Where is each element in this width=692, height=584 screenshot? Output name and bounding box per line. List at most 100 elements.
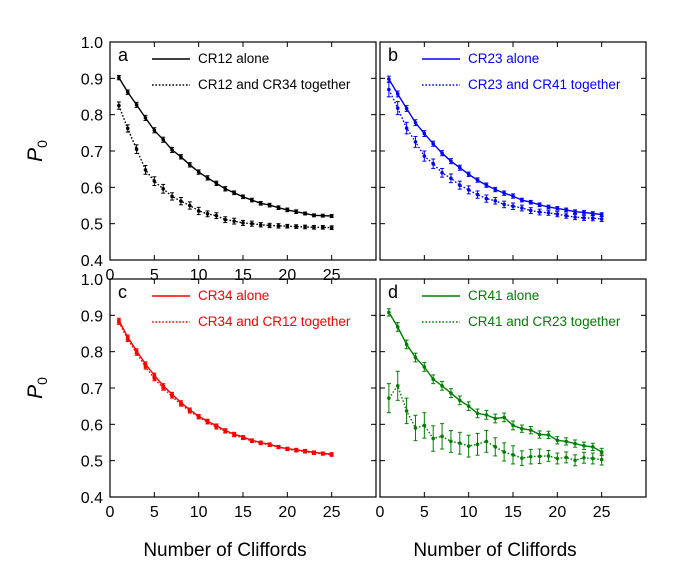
- data-point: [440, 151, 444, 155]
- data-point: [170, 394, 174, 399]
- legend-label: CR34 and CR12 together: [198, 314, 351, 329]
- plot-frame: [109, 41, 377, 261]
- data-point: [449, 439, 453, 444]
- series-together: CR41 and CR23 together: [386, 314, 621, 467]
- data-point: [161, 386, 165, 390]
- data-point: [528, 208, 533, 213]
- data-point: [582, 216, 586, 220]
- data-point: [312, 225, 316, 230]
- data-point: [321, 213, 325, 218]
- data-point: [143, 365, 148, 369]
- data-point: [321, 225, 325, 230]
- y-tick-label: 1.0: [81, 272, 103, 289]
- data-point: [329, 214, 334, 218]
- data-point: [276, 445, 281, 450]
- data-point: [395, 325, 400, 329]
- data-point: [232, 190, 236, 195]
- data-point: [294, 209, 299, 214]
- panel-letter: a: [118, 45, 129, 65]
- data-point: [143, 168, 148, 172]
- data-point: [329, 225, 334, 230]
- x-tick-label: 20: [548, 504, 566, 521]
- fit-line: [388, 312, 603, 453]
- panel-c: 0.4 0.5 0.6 0.7 0.8 0.9 1.0 0 5 10 15 20 25 c CR34 alo…: [81, 272, 377, 521]
- x-tick-label: 5: [420, 504, 429, 521]
- data-point: [285, 447, 290, 451]
- data-point: [404, 106, 409, 111]
- data-point: [395, 384, 400, 388]
- legend-label: CR41 and CR23 together: [468, 314, 621, 329]
- data-point: [214, 213, 219, 218]
- data-point: [125, 337, 130, 342]
- data-point: [161, 137, 165, 142]
- y-tick-label: 0.5: [81, 217, 103, 234]
- x-tick-label: 5: [150, 267, 159, 284]
- data-point: [395, 106, 400, 110]
- data-point: [196, 170, 201, 174]
- x-tick-label: 10: [190, 267, 208, 284]
- data-point: [285, 224, 290, 229]
- data-point: [546, 205, 551, 209]
- data-point: [573, 209, 577, 214]
- y-tick-label: 0.9: [81, 308, 103, 325]
- data-point: [484, 413, 489, 417]
- data-point: [440, 171, 444, 175]
- data-point: [232, 433, 236, 437]
- data-point: [303, 225, 307, 229]
- data-point: [223, 429, 228, 434]
- data-point: [449, 176, 453, 181]
- y-tick-label: 0.4: [81, 490, 103, 507]
- data-point: [422, 365, 427, 369]
- data-point: [241, 436, 245, 440]
- x-axis-title: Number of Cliffords: [413, 540, 576, 561]
- data-point: [152, 128, 157, 133]
- data-point: [196, 209, 201, 213]
- panel-d: 0 5 10 15 20 25 d CR41 alone CR41 and CR23 toget…: [376, 278, 647, 521]
- data-point: [214, 181, 219, 186]
- x-tick-label: 0: [106, 504, 115, 521]
- panel-letter: c: [118, 282, 127, 302]
- data-point: [387, 77, 391, 81]
- data-point: [241, 194, 245, 199]
- data-point: [267, 443, 272, 447]
- data-point: [422, 154, 427, 158]
- x-tick-label: 15: [234, 267, 252, 284]
- fit-line: [388, 78, 602, 216]
- legend-label: CR41 alone: [468, 288, 539, 303]
- data-point: [285, 208, 290, 212]
- data-point: [117, 75, 121, 80]
- data-point: [520, 198, 524, 202]
- data-point: [546, 433, 551, 437]
- data-point: [258, 201, 263, 206]
- data-point: [546, 210, 551, 215]
- data-point: [258, 222, 263, 227]
- panel-letter: d: [388, 282, 398, 302]
- data-point: [179, 199, 183, 203]
- legend-label: CR12 and CR34 together: [198, 77, 351, 92]
- data-point: [466, 188, 471, 192]
- data-point: [387, 310, 391, 315]
- data-point: [152, 179, 157, 183]
- data-point: [404, 126, 409, 130]
- data-point: [546, 454, 551, 458]
- data-point: [404, 342, 409, 347]
- series-alone: CR12 alone: [116, 51, 334, 218]
- plot-frame: [109, 278, 377, 498]
- data-point: [475, 411, 480, 416]
- data-point: [511, 423, 515, 428]
- data-point: [431, 436, 436, 441]
- data-point: [404, 409, 409, 413]
- y-tick-label: 0.7: [81, 144, 103, 161]
- data-point: [196, 415, 201, 419]
- data-point: [537, 454, 542, 459]
- y-axis-label: P0: [24, 140, 50, 162]
- x-tick-label: 0: [376, 504, 385, 521]
- y-axis-title: P0: [24, 140, 50, 162]
- data-point: [537, 210, 542, 214]
- data-point: [387, 87, 391, 92]
- y-axis-label-main: P: [24, 385, 47, 399]
- y-tick-label: 0.5: [81, 454, 103, 471]
- x-tick-label: 25: [323, 504, 341, 521]
- data-point: [458, 183, 462, 187]
